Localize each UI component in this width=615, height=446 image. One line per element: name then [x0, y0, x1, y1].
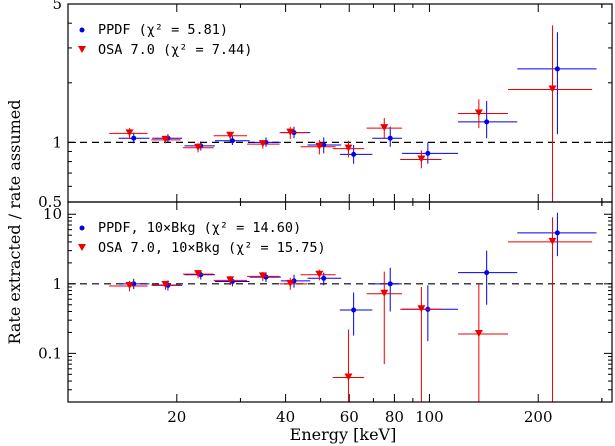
data-point — [484, 119, 490, 125]
data-point — [258, 140, 267, 148]
data-point — [554, 66, 560, 72]
top-panel: 0.5 1 5 PPDF (χ² = 5.81) OSA 7.0 (χ² = 7.44) — [38, 0, 613, 211]
data-point — [131, 135, 137, 141]
data-point — [548, 237, 557, 245]
legend-entry: OSA 7.0, 10×Bkg (χ² = 15.75) — [98, 240, 326, 256]
data-point — [474, 109, 483, 117]
data-point — [380, 124, 389, 132]
y-tick-label: 1 — [52, 133, 62, 151]
x-tick-label: 40 — [276, 408, 295, 426]
legend-entry: PPDF, 10×Bkg (χ² = 14.60) — [98, 220, 301, 236]
data-point — [229, 138, 235, 144]
legend-marker — [79, 27, 85, 33]
y-tick-label: 5 — [52, 0, 62, 13]
panel-frame — [67, 201, 613, 403]
data-point — [380, 289, 389, 297]
data-point — [286, 279, 295, 287]
bottom-panel: 0.1 1 10 PPDF, 10×Bkg (χ² = 14.60) OSA 7.0, … — [38, 201, 613, 426]
data-point — [321, 275, 327, 281]
data-point — [258, 272, 267, 280]
x-tick-label: 60 — [340, 408, 359, 426]
data-point — [351, 307, 357, 313]
data-point — [161, 135, 170, 143]
data-point — [226, 276, 235, 284]
data-point — [351, 151, 357, 157]
legend-entry: PPDF (χ² = 5.81) — [98, 22, 228, 38]
legend-marker — [79, 225, 85, 231]
data-point — [554, 230, 560, 236]
data-point — [417, 155, 426, 163]
x-tick-label: 100 — [415, 408, 444, 426]
data-point — [417, 305, 426, 313]
data-point — [474, 329, 483, 337]
data-point — [387, 135, 393, 141]
x-axis-title: Energy [keV] — [290, 425, 397, 444]
data-point — [125, 129, 134, 137]
data-point — [226, 131, 235, 139]
data-point — [344, 373, 353, 381]
x-tick-label: 200 — [524, 408, 553, 426]
data-point — [315, 270, 324, 278]
y-axis-title: Rate extracted / rate assumed — [5, 99, 24, 344]
y-tick-label: 0.1 — [38, 344, 62, 362]
legend-marker — [78, 244, 86, 251]
data-point — [194, 143, 203, 151]
data-point — [344, 144, 353, 152]
legend-marker — [78, 46, 86, 53]
data-point — [548, 85, 557, 93]
y-tick-label: 1 — [52, 275, 62, 293]
y-tick-label: 0.5 — [38, 193, 62, 211]
data-point — [194, 270, 203, 278]
y-tick-label: 10 — [43, 205, 62, 223]
data-point — [315, 142, 324, 150]
data-point — [161, 281, 170, 289]
data-point — [286, 128, 295, 136]
x-tick-label: 80 — [385, 408, 404, 426]
x-tick-label: 20 — [167, 408, 186, 426]
data-point — [484, 270, 490, 276]
legend-entry: OSA 7.0 (χ² = 7.44) — [98, 42, 252, 58]
data-point — [387, 281, 393, 287]
data-point — [125, 282, 134, 290]
data-point — [425, 150, 431, 156]
